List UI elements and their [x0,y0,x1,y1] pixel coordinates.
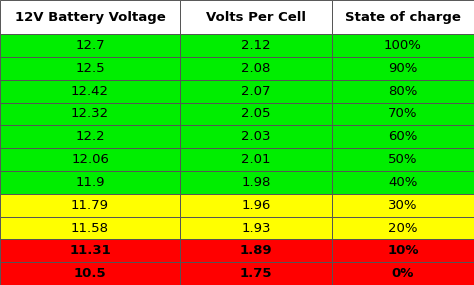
Bar [0,217,180,239]
Bar [180,57,332,80]
Bar [332,194,474,217]
Bar [332,148,474,171]
Text: 100%: 100% [384,39,422,52]
Bar [332,103,474,125]
Bar [332,171,474,194]
Bar [0,0,180,34]
Text: 11.58: 11.58 [71,221,109,235]
Text: State of charge: State of charge [345,11,461,24]
Bar [0,262,180,285]
Text: 10%: 10% [387,244,419,257]
Text: 40%: 40% [388,176,418,189]
Bar [180,80,332,103]
Text: 2.07: 2.07 [241,85,271,98]
Text: 1.75: 1.75 [240,267,272,280]
Bar [0,57,180,80]
Text: 11.79: 11.79 [71,199,109,212]
Bar [332,239,474,262]
Text: 80%: 80% [388,85,418,98]
Text: 2.12: 2.12 [241,39,271,52]
Text: 1.98: 1.98 [241,176,271,189]
Text: 12.32: 12.32 [71,107,109,121]
Bar [332,0,474,34]
Text: 10.5: 10.5 [74,267,106,280]
Bar [0,80,180,103]
Text: 12.5: 12.5 [75,62,105,75]
Text: Volts Per Cell: Volts Per Cell [206,11,306,24]
Text: 20%: 20% [388,221,418,235]
Bar [0,148,180,171]
Bar [0,194,180,217]
Bar [0,171,180,194]
Text: 1.89: 1.89 [240,244,272,257]
Text: 90%: 90% [388,62,418,75]
Text: 12.06: 12.06 [71,153,109,166]
Bar [180,34,332,57]
Bar [180,103,332,125]
Bar [180,194,332,217]
Bar [180,148,332,171]
Text: 11.9: 11.9 [75,176,105,189]
Bar [180,125,332,148]
Text: 12.7: 12.7 [75,39,105,52]
Text: 50%: 50% [388,153,418,166]
Text: 12.2: 12.2 [75,130,105,143]
Text: 2.05: 2.05 [241,107,271,121]
Bar [180,171,332,194]
Bar [332,262,474,285]
Text: 2.08: 2.08 [241,62,271,75]
Text: 2.03: 2.03 [241,130,271,143]
Bar [180,262,332,285]
Bar [180,0,332,34]
Text: 12V Battery Voltage: 12V Battery Voltage [15,11,165,24]
Text: 12.42: 12.42 [71,85,109,98]
Text: 2.01: 2.01 [241,153,271,166]
Text: 0%: 0% [392,267,414,280]
Text: 1.93: 1.93 [241,221,271,235]
Text: 60%: 60% [388,130,418,143]
Bar [332,57,474,80]
Bar [0,34,180,57]
Text: 11.31: 11.31 [69,244,111,257]
Text: 1.96: 1.96 [241,199,271,212]
Text: 70%: 70% [388,107,418,121]
Bar [180,217,332,239]
Bar [332,80,474,103]
Bar [0,103,180,125]
Bar [0,125,180,148]
Bar [332,125,474,148]
Bar [332,217,474,239]
Bar [180,239,332,262]
Text: 30%: 30% [388,199,418,212]
Bar [0,239,180,262]
Bar [332,34,474,57]
